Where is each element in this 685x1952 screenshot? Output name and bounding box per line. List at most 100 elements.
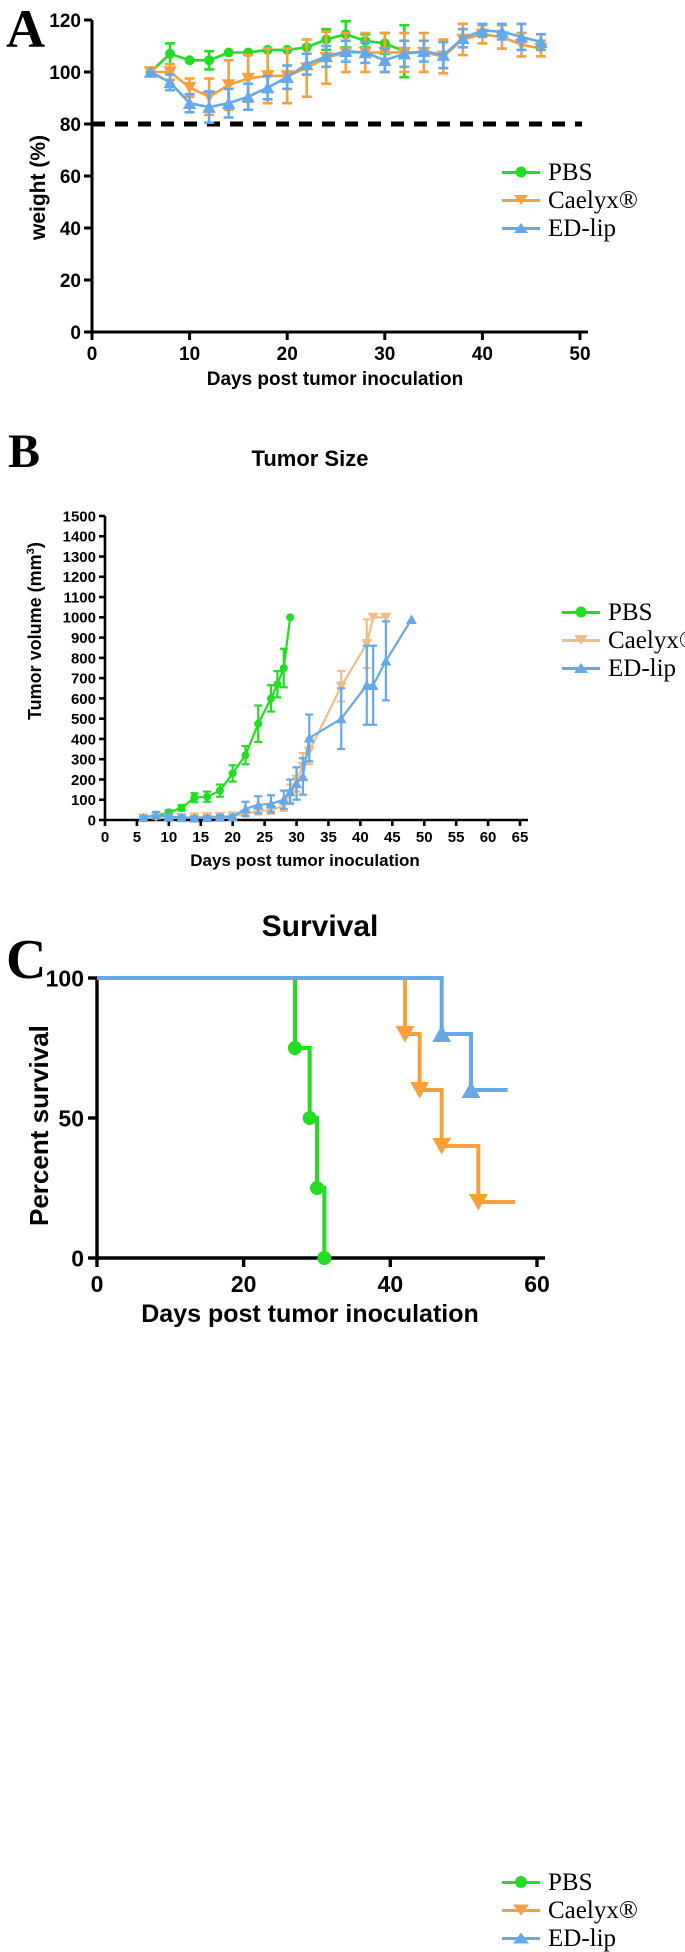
data-point-triangle-up-icon [358, 46, 373, 59]
data-point-triangle-up-icon [303, 733, 315, 743]
data-point-triangle-down-icon [335, 681, 347, 692]
series-edlip [143, 22, 548, 124]
y-axis-tick-label: 0 [88, 812, 96, 829]
legend-key-caelyx-icon [500, 1900, 542, 1920]
data-point-circle-icon [273, 680, 282, 689]
data-point-circle-icon [203, 792, 212, 801]
legend-key-pbs-icon [560, 602, 602, 622]
x-axis-tick-label: 15 [192, 829, 209, 846]
x-axis-tick-label: 0 [91, 1271, 104, 1297]
legend-item-pbs: PBS [560, 598, 685, 626]
survival-step-line [97, 976, 508, 1092]
x-axis-tick-label: 55 [448, 829, 465, 846]
axes-group: 0 20 40 60 80 100 120 0 10 20 30 40 50 [49, 11, 590, 365]
y-axis-tick-label: 1300 [63, 549, 96, 566]
legend-key-edlip-icon [500, 218, 542, 238]
y-axis-tick-label: 80 [60, 115, 81, 136]
data-point-triangle-up-icon [188, 813, 200, 823]
circle-marker-icon [575, 606, 587, 618]
x-axis-tick-label: 35 [320, 829, 337, 846]
panel-a-letter: A [6, 0, 45, 59]
panel-b-legend: PBS Caelyx® ED-lip [560, 598, 685, 682]
y-axis-tick-label: 100 [71, 792, 96, 809]
data-point-triangle-up-icon [495, 25, 509, 38]
series-line [143, 617, 292, 819]
data-point-triangle-up-icon [214, 812, 226, 822]
x-axis-tick-label: 45 [384, 829, 401, 846]
data-point-triangle-up-icon [436, 49, 451, 61]
series-line [143, 616, 386, 820]
legend-key-pbs-icon [500, 162, 542, 182]
data-point-triangle-up-icon [297, 771, 309, 782]
data-point-triangle-up-icon [461, 1081, 481, 1099]
data-point-circle-icon [279, 664, 288, 672]
data-point-triangle-up-icon [378, 54, 392, 67]
data-point-triangle-up-icon [252, 799, 264, 810]
panel-c-survival: C Survival Percent survival Days post tu… [0, 890, 685, 1951]
y-axis-tick-label: 500 [71, 711, 96, 728]
x-axis-tick-label: 10 [161, 829, 178, 846]
x-axis-tick-label: 0 [87, 344, 98, 365]
data-point-triangle-up-icon [284, 786, 296, 797]
legend-label-edlip: ED-lip [548, 1924, 617, 1952]
legend-key-pbs-icon [500, 1872, 542, 1892]
x-axis-tick-label: 20 [224, 829, 241, 846]
data-point-triangle-up-icon [534, 36, 548, 48]
panel-b-title: Tumor Size [251, 446, 369, 471]
survival-step-line [97, 976, 515, 1204]
triangle-down-marker-icon [574, 635, 588, 645]
data-point-triangle-up-icon [265, 798, 277, 809]
x-axis-tick-label: 50 [416, 829, 433, 846]
x-axis-tick-label: 10 [179, 344, 200, 365]
data-point-triangle-up-icon [514, 30, 529, 43]
panel-a-body-weight: A weight (%) Days post tumor inoculation… [0, 0, 685, 420]
data-point-triangle-down-icon [241, 72, 255, 85]
legend-item-edlip: ED-lip [500, 1924, 638, 1952]
data-point-circle-icon [310, 1181, 324, 1195]
data-point-triangle-down-icon [432, 1137, 452, 1155]
panel-b-tumor-size: B Tumor Size Tumor volume (mm3) Days pos… [0, 420, 685, 890]
y-axis-tick-label: 900 [71, 630, 96, 647]
x-axis-tick-label: 5 [133, 829, 141, 846]
data-point-triangle-up-icon [339, 45, 353, 57]
legend-key-edlip-icon [500, 1928, 542, 1948]
data-point-triangle-up-icon [241, 90, 255, 103]
series-edlip [137, 614, 417, 823]
series-pbs [97, 976, 332, 1265]
data-point-circle-icon [267, 694, 275, 703]
data-point-circle-icon [254, 719, 263, 728]
data-point-triangle-down-icon [410, 1081, 430, 1099]
panel-c-plot-area: 0 50 100 0 20 40 60 [46, 965, 550, 1297]
y-axis-tick-label: 700 [71, 671, 96, 688]
y-axis-tick-label: 20 [60, 271, 81, 292]
panel-c-letter: C [6, 929, 47, 991]
data-point-triangle-up-icon [260, 81, 275, 94]
legend-label-caelyx: Caelyx® [608, 626, 685, 654]
legend-key-caelyx-icon [560, 630, 602, 650]
data-point-triangle-up-icon [280, 71, 294, 83]
legend-item-pbs: PBS [500, 158, 638, 186]
data-point-circle-icon [228, 769, 237, 778]
legend-item-caelyx: Caelyx® [500, 186, 638, 214]
data-point-triangle-up-icon [380, 656, 392, 666]
legend-item-caelyx: Caelyx® [500, 1896, 638, 1924]
data-point-triangle-up-icon [221, 97, 236, 109]
data-point-circle-icon [204, 55, 215, 66]
data-point-triangle-down-icon [182, 81, 197, 94]
data-point-triangle-down-icon [361, 639, 373, 649]
data-point-triangle-up-icon [137, 812, 149, 823]
y-axis-tick-label: 100 [46, 965, 84, 991]
data-point-triangle-down-icon [367, 612, 379, 623]
legend-item-edlip: ED-lip [500, 214, 638, 242]
data-point-triangle-up-icon [299, 58, 314, 70]
data-point-triangle-down-icon [163, 66, 177, 79]
data-point-triangle-up-icon [335, 713, 347, 724]
data-point-triangle-up-icon [201, 812, 213, 823]
x-axis-tick-label: 20 [277, 344, 298, 365]
x-axis-tick-label: 20 [231, 1271, 257, 1297]
y-axis-tick-label: 1500 [63, 508, 96, 525]
y-axis-tick-label: 800 [71, 650, 96, 667]
y-axis-tick-label: 100 [49, 63, 81, 84]
data-point-triangle-up-icon [417, 45, 431, 57]
data-point-circle-icon [165, 48, 176, 59]
